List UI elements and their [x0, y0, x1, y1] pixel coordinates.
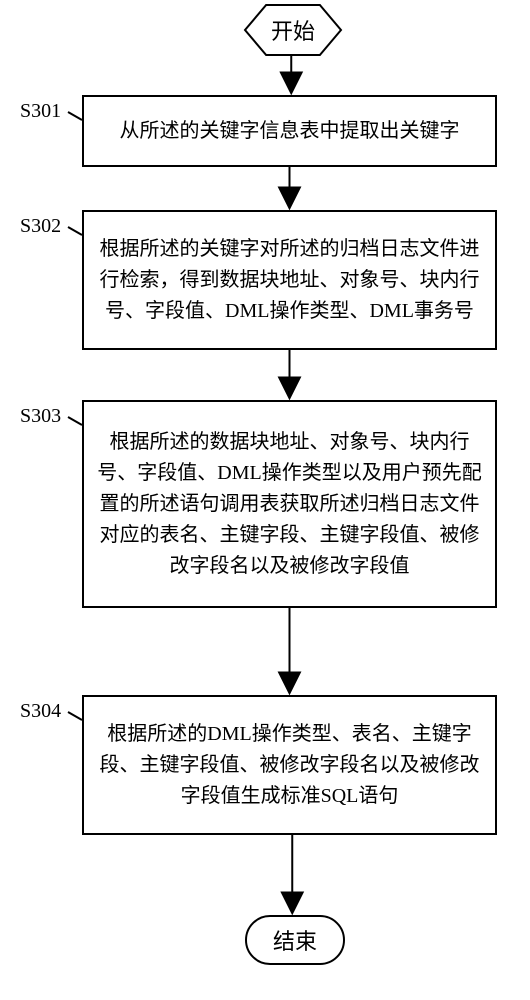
flowchart-canvas: 开始从所述的关键字信息表中提取出关键字根据所述的关键字对所述的归档日志文件进行检…	[0, 0, 530, 1000]
